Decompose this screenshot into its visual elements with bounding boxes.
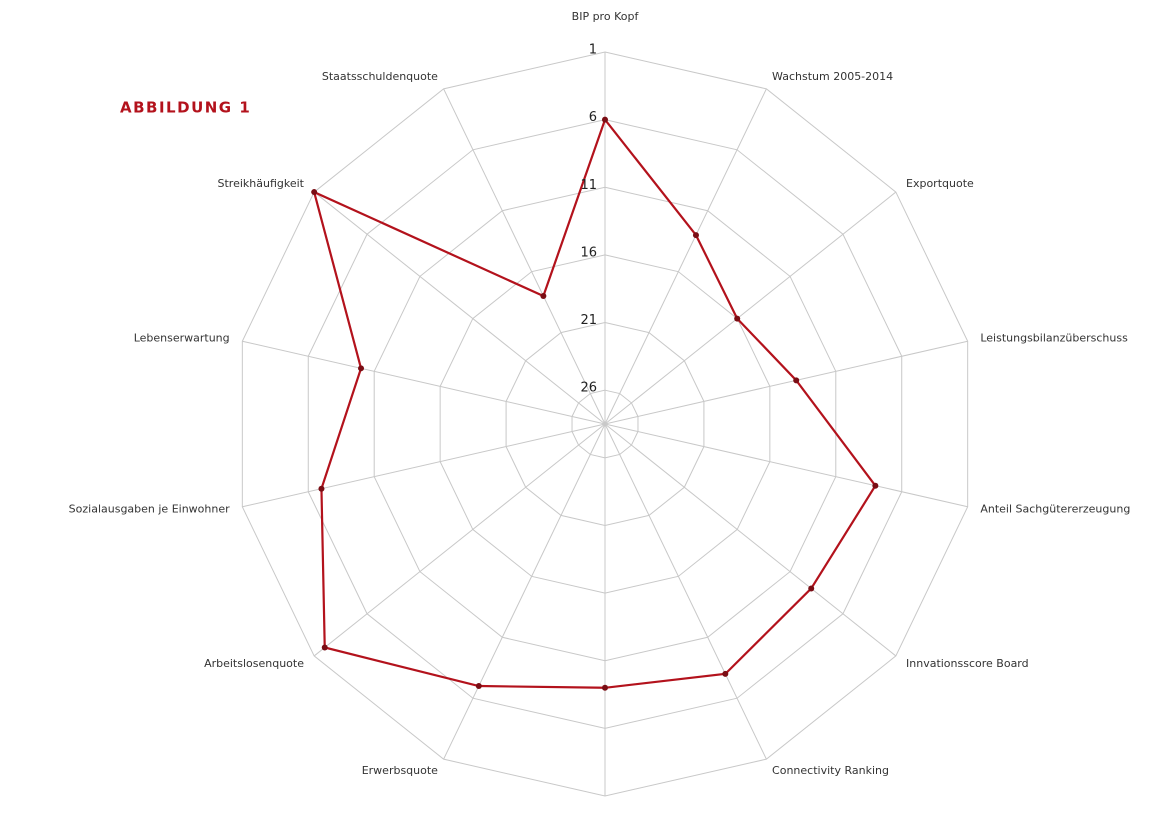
plot <box>311 116 879 691</box>
spoke <box>604 423 767 760</box>
grid-ring <box>505 322 705 526</box>
tick-label: 6 <box>589 110 597 125</box>
spoke <box>242 340 606 425</box>
data-point <box>602 684 608 691</box>
tick-label: 1 <box>589 43 597 58</box>
data-point <box>321 644 328 651</box>
category-label: Staatsschuldenquote <box>322 70 438 83</box>
spoke <box>242 423 606 508</box>
category-label: Erwerbsquote <box>362 764 438 777</box>
grid-ring <box>571 389 639 459</box>
data-point <box>692 232 699 239</box>
spoke <box>443 423 606 760</box>
spoke <box>604 423 897 657</box>
data-point <box>602 116 608 123</box>
tick-label: 11 <box>580 178 597 193</box>
category-label: BIP pro Kopf <box>572 10 640 23</box>
data-point <box>475 683 482 690</box>
spoke <box>604 191 897 425</box>
data-point <box>358 365 365 372</box>
heading: ABBILDUNG 1 <box>120 99 251 117</box>
category-label: Innvationsscore Board <box>906 657 1029 670</box>
category-label: Exportquote <box>906 177 974 190</box>
category-label: Lebenserwartung <box>134 331 230 344</box>
data-point <box>734 315 741 322</box>
spoke <box>313 191 606 425</box>
spoke <box>443 88 606 425</box>
tick-label: 21 <box>580 313 597 328</box>
tick-label: 16 <box>580 245 597 260</box>
grid-ring <box>241 51 969 797</box>
spoke <box>313 423 606 657</box>
spoke <box>604 88 767 425</box>
category-label: Connectivity Ranking <box>772 764 889 777</box>
data-point <box>311 189 318 196</box>
grid <box>241 51 969 797</box>
grid-ring <box>307 119 903 729</box>
grid-ring <box>439 254 771 594</box>
spoke <box>604 423 968 508</box>
data-point <box>808 585 815 592</box>
data-point <box>540 293 547 300</box>
data-point <box>793 377 800 384</box>
data-point <box>722 670 729 677</box>
data-point <box>872 482 879 489</box>
category-label: Wachstum 2005-2014 <box>772 70 893 83</box>
category-label: Sozialausgaben je Einwohner <box>69 503 230 516</box>
data-point <box>318 485 325 492</box>
spoke <box>604 340 968 425</box>
category-label: Streikhäufigkeit <box>218 177 305 190</box>
category-label: Anteil Sachgütererzeugung <box>980 503 1130 516</box>
grid-ring <box>373 186 837 662</box>
category-label: Arbeitslosenquote <box>204 657 304 670</box>
category-label: Leistungsbilanzüberschuss <box>980 331 1128 344</box>
tick-label: 26 <box>580 381 597 396</box>
